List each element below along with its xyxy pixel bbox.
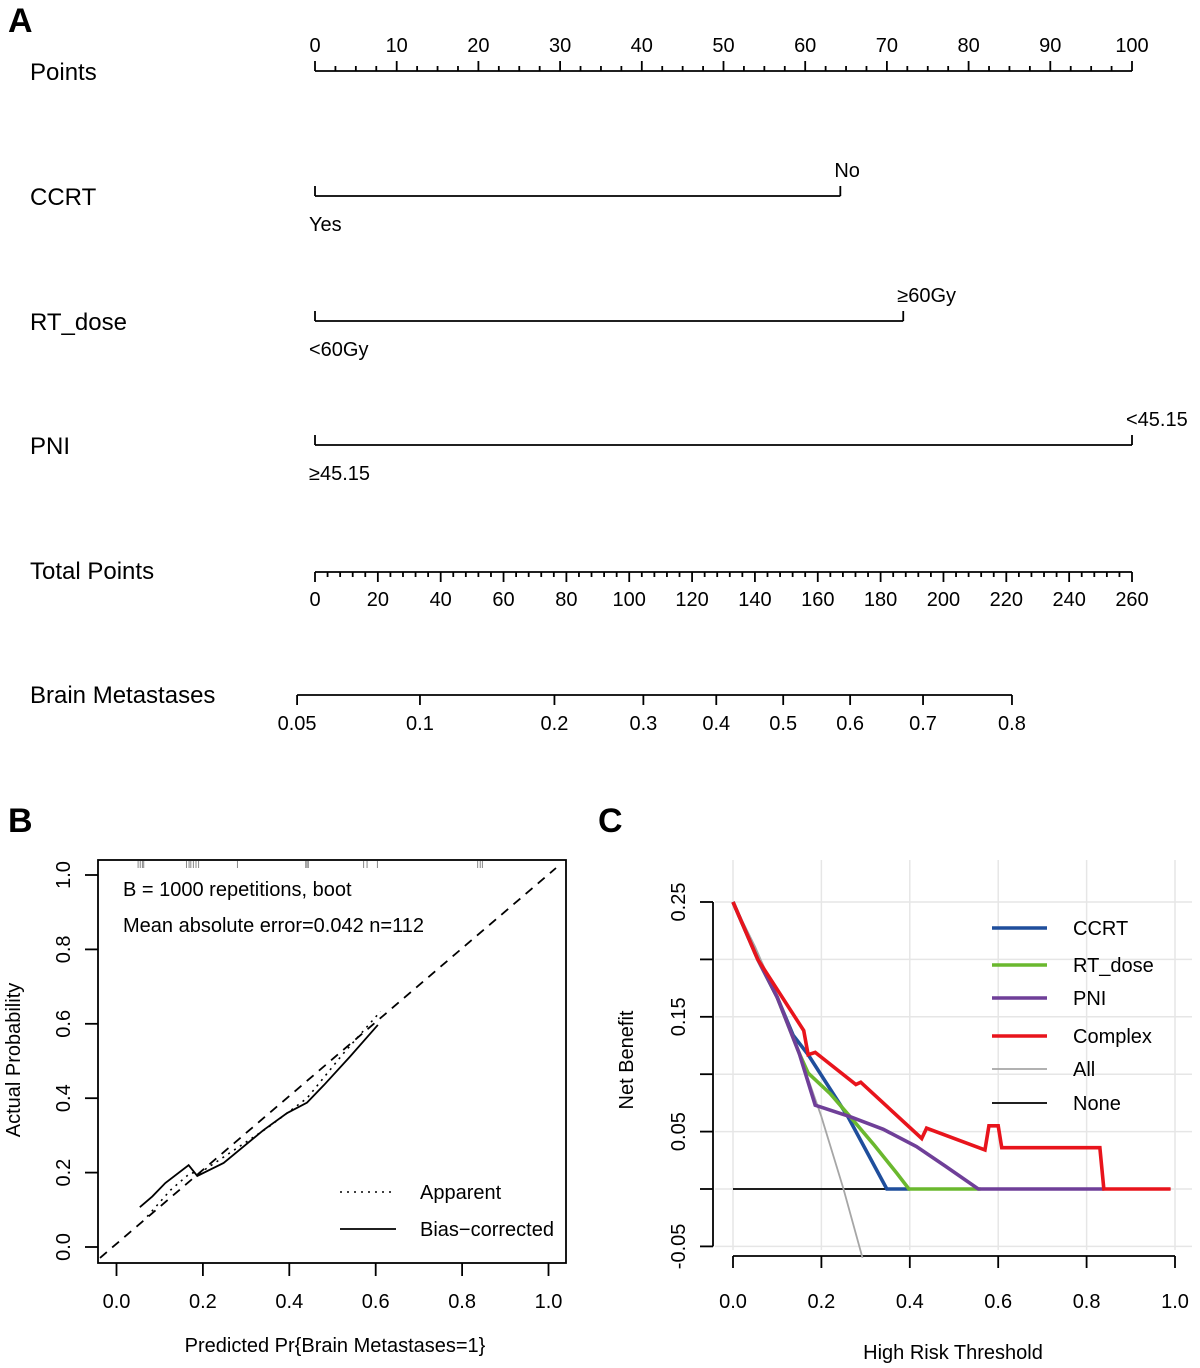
variable-label: PNI	[30, 433, 70, 460]
x-tick-label: 0.8	[448, 1291, 476, 1313]
y-axis-label: Net Benefit	[616, 1010, 638, 1109]
y-tick-label: 0.2	[53, 1159, 75, 1187]
legend-label: All	[1073, 1059, 1095, 1081]
total-points-tick-label: 100	[613, 589, 646, 611]
panel-label-b: B	[8, 802, 33, 840]
points-tick-label: 20	[467, 35, 489, 57]
outcome-tick-label: 0.3	[629, 713, 657, 735]
panel-label-a: A	[8, 2, 33, 40]
y-tick-label: 0.4	[53, 1084, 75, 1112]
y-tick-label: 0.8	[53, 935, 75, 963]
points-tick-label: 100	[1115, 35, 1148, 57]
level-label: ≥45.15	[309, 463, 370, 485]
points-tick-label: 40	[631, 35, 653, 57]
points-tick-label: 30	[549, 35, 571, 57]
x-tick-label: 0.6	[984, 1291, 1012, 1313]
total-points-tick-label: 240	[1052, 589, 1085, 611]
x-axis-label: High Risk Threshold	[863, 1342, 1043, 1364]
outcome-tick-label: 0.1	[406, 713, 434, 735]
series-line-all	[732, 901, 864, 1259]
legend-label: CCRT	[1073, 918, 1128, 940]
points-tick-label: 10	[386, 35, 408, 57]
points-tick-label: 70	[876, 35, 898, 57]
total-points-label: Total Points	[30, 558, 154, 585]
outcome-tick-label: 0.2	[541, 713, 569, 735]
plot-frame	[97, 859, 567, 1264]
total-points-tick-label: 140	[738, 589, 771, 611]
variable-label: RT_dose	[30, 309, 127, 336]
total-points-tick-label: 40	[430, 589, 452, 611]
outcome-tick-label: 0.05	[278, 713, 317, 735]
total-points-tick-label: 180	[864, 589, 897, 611]
x-tick-label: 0.6	[362, 1291, 390, 1313]
legend-label: None	[1073, 1093, 1121, 1115]
total-points-tick-label: 260	[1115, 589, 1148, 611]
outcome-tick-label: 0.5	[769, 713, 797, 735]
x-tick-label: 0.8	[1073, 1291, 1101, 1313]
y-tick-label: -0.05	[668, 1224, 690, 1270]
series-line-bias-corrected	[139, 1024, 379, 1208]
calibration-plot: 0.0 0.2 0.4 0.6 0.8 1.0 0.0 0.2 0.4 0.6 0.8 1.0 Pred…	[3, 859, 567, 1357]
series-line-rt-dose	[731, 901, 981, 1191]
variable-label: CCRT	[30, 184, 97, 211]
level-label: ≥60Gy	[897, 285, 956, 307]
y-tick-label: 0.15	[668, 997, 690, 1036]
y-tick-label: 1.0	[53, 861, 75, 889]
points-tick-label: 80	[957, 35, 979, 57]
total-points-tick-label: 220	[990, 589, 1023, 611]
level-label: <60Gy	[309, 339, 368, 361]
legend-label: Complex	[1073, 1026, 1152, 1048]
level-label: No	[834, 160, 860, 182]
y-tick-label: 0.6	[53, 1010, 75, 1038]
points-axis-label: Points	[30, 59, 97, 86]
series-line-complex	[731, 901, 1171, 1191]
decision-curve-plot: -0.05 0.05 0.15 0.25 0.0 0.2 0.4 0.6 0.8 1.0 High …	[616, 860, 1192, 1364]
x-tick-label: 0.0	[103, 1291, 131, 1313]
total-points-tick-label: 0	[309, 589, 320, 611]
x-tick-label: 0.0	[719, 1291, 747, 1313]
x-tick-label: 1.0	[535, 1291, 563, 1313]
level-label: Yes	[309, 214, 342, 236]
ideal-line	[99, 867, 557, 1259]
series-group	[731, 901, 1171, 1259]
legend-label: Bias−corrected	[420, 1219, 554, 1241]
legend-label: RT_dose	[1073, 955, 1154, 977]
points-tick-label: 0	[309, 35, 320, 57]
points-tick-label: 50	[712, 35, 734, 57]
nomogram: Points 0 10 20 30 40 50 60 70 80 90 100 CCRT Yes No RT_…	[30, 35, 1188, 735]
annotation-mae: Mean absolute error=0.042 n=112	[123, 915, 424, 937]
x-tick-label: 0.4	[275, 1291, 303, 1313]
y-tick-label: 0.25	[668, 883, 690, 922]
x-tick-label: 0.2	[189, 1291, 217, 1313]
total-points-tick-label: 120	[675, 589, 708, 611]
total-points-tick-label: 160	[801, 589, 834, 611]
total-points-tick-label: 20	[367, 589, 389, 611]
panel-label-c: C	[598, 802, 623, 840]
total-points-tick-label: 80	[555, 589, 577, 611]
series-line-pni	[731, 901, 1105, 1191]
level-label: <45.15	[1126, 409, 1188, 431]
outcome-axis-label: Brain Metastases	[30, 682, 215, 709]
y-axis-label: Actual Probability	[3, 983, 25, 1138]
points-tick-label: 90	[1039, 35, 1061, 57]
points-tick-label: 60	[794, 35, 816, 57]
x-axis-label: Predicted Pr{Brain Metastases=1}	[185, 1335, 486, 1357]
outcome-tick-label: 0.7	[909, 713, 937, 735]
x-tick-label: 1.0	[1161, 1291, 1189, 1313]
outcome-tick-label: 0.4	[702, 713, 730, 735]
outcome-tick-label: 0.6	[836, 713, 864, 735]
y-tick-label: 0.0	[53, 1233, 75, 1261]
legend-label: Apparent	[420, 1182, 502, 1204]
x-tick-label: 0.4	[896, 1291, 924, 1313]
annotation-bootstrap: B = 1000 repetitions, boot	[123, 879, 352, 901]
y-tick-label: 0.05	[668, 1112, 690, 1151]
total-points-tick-label: 60	[492, 589, 514, 611]
series-line-apparent	[146, 1010, 382, 1218]
outcome-tick-label: 0.8	[998, 713, 1026, 735]
legend-label: PNI	[1073, 988, 1106, 1010]
total-points-tick-label: 200	[927, 589, 960, 611]
x-tick-label: 0.2	[807, 1291, 835, 1313]
